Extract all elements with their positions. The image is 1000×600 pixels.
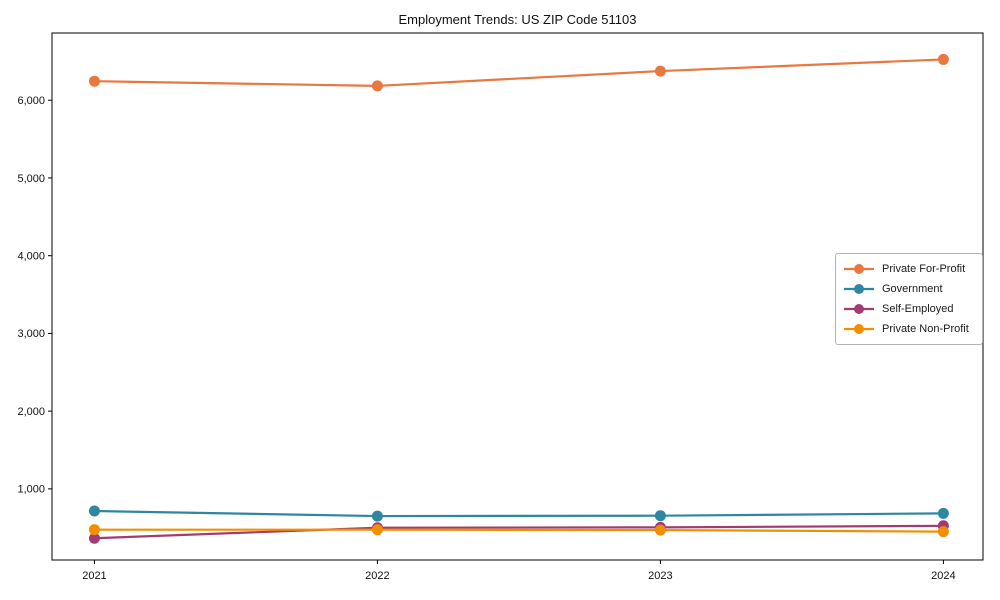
legend-label: Private Non-Profit <box>882 323 969 335</box>
y-tick-label: 2,000 <box>17 406 45 418</box>
y-tick-label: 4,000 <box>17 250 45 262</box>
data-point-government <box>654 510 666 522</box>
legend-item-government: Government <box>843 279 976 299</box>
data-point-private-non-profit <box>88 524 100 536</box>
x-tick-label: 2024 <box>931 570 955 582</box>
legend-item-private-non-profit: Private Non-Profit <box>843 319 976 339</box>
data-point-government <box>88 505 100 517</box>
data-point-private-for-profit <box>937 53 949 65</box>
data-point-private-non-profit <box>371 524 383 536</box>
data-point-private-non-profit <box>937 526 949 538</box>
data-point-private-for-profit <box>371 80 383 92</box>
x-tick-label: 2022 <box>365 570 389 582</box>
x-tick-label: 2023 <box>648 570 672 582</box>
y-tick-label: 5,000 <box>17 173 45 185</box>
legend: Private For-Profit Government Self-Employe… <box>835 253 983 345</box>
series-line-private-for-profit <box>94 58 944 87</box>
legend-item-private-for-profit: Private For-Profit <box>843 259 976 279</box>
data-point-private-for-profit <box>654 65 666 77</box>
legend-marker-icon <box>844 304 874 314</box>
legend-marker-icon <box>844 324 874 334</box>
x-tick-label: 2021 <box>82 570 106 582</box>
legend-label: Government <box>882 283 943 295</box>
legend-item-self-employed: Self-Employed <box>843 299 976 319</box>
series-line-government <box>94 509 944 518</box>
legend-marker-icon <box>844 264 874 274</box>
series-line-private-non-profit <box>94 528 944 533</box>
series-line-self-employed <box>94 524 944 540</box>
chart-title: Employment Trends: US ZIP Code 51103 <box>398 12 637 27</box>
data-point-government <box>371 510 383 522</box>
legend-marker-icon <box>844 284 874 294</box>
y-tick-label: 6,000 <box>17 95 45 107</box>
data-point-government <box>937 507 949 519</box>
plot-border <box>51 32 984 561</box>
legend-label: Private For-Profit <box>882 263 966 275</box>
data-point-self-employed <box>88 532 100 544</box>
y-tick-label: 1,000 <box>17 484 45 496</box>
data-point-private-non-profit <box>654 524 666 536</box>
y-tick-label: 3,000 <box>17 328 45 340</box>
data-point-private-for-profit <box>88 75 100 87</box>
legend-label: Self-Employed <box>882 303 954 315</box>
